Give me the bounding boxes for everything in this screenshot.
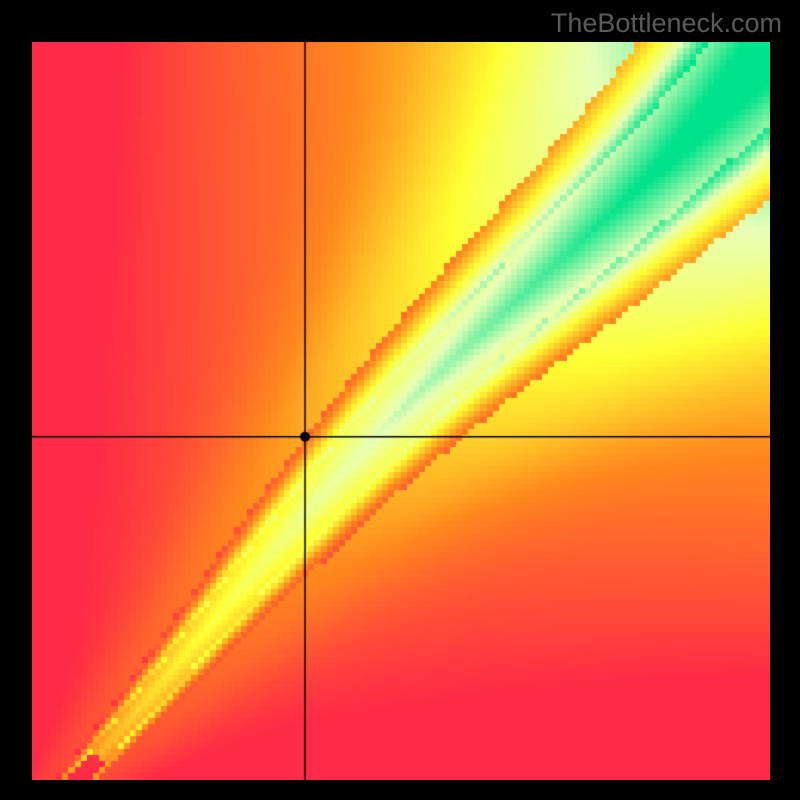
watermark-text: TheBottleneck.com xyxy=(551,8,782,39)
bottleneck-heatmap xyxy=(32,42,770,780)
chart-container: TheBottleneck.com xyxy=(0,0,800,800)
